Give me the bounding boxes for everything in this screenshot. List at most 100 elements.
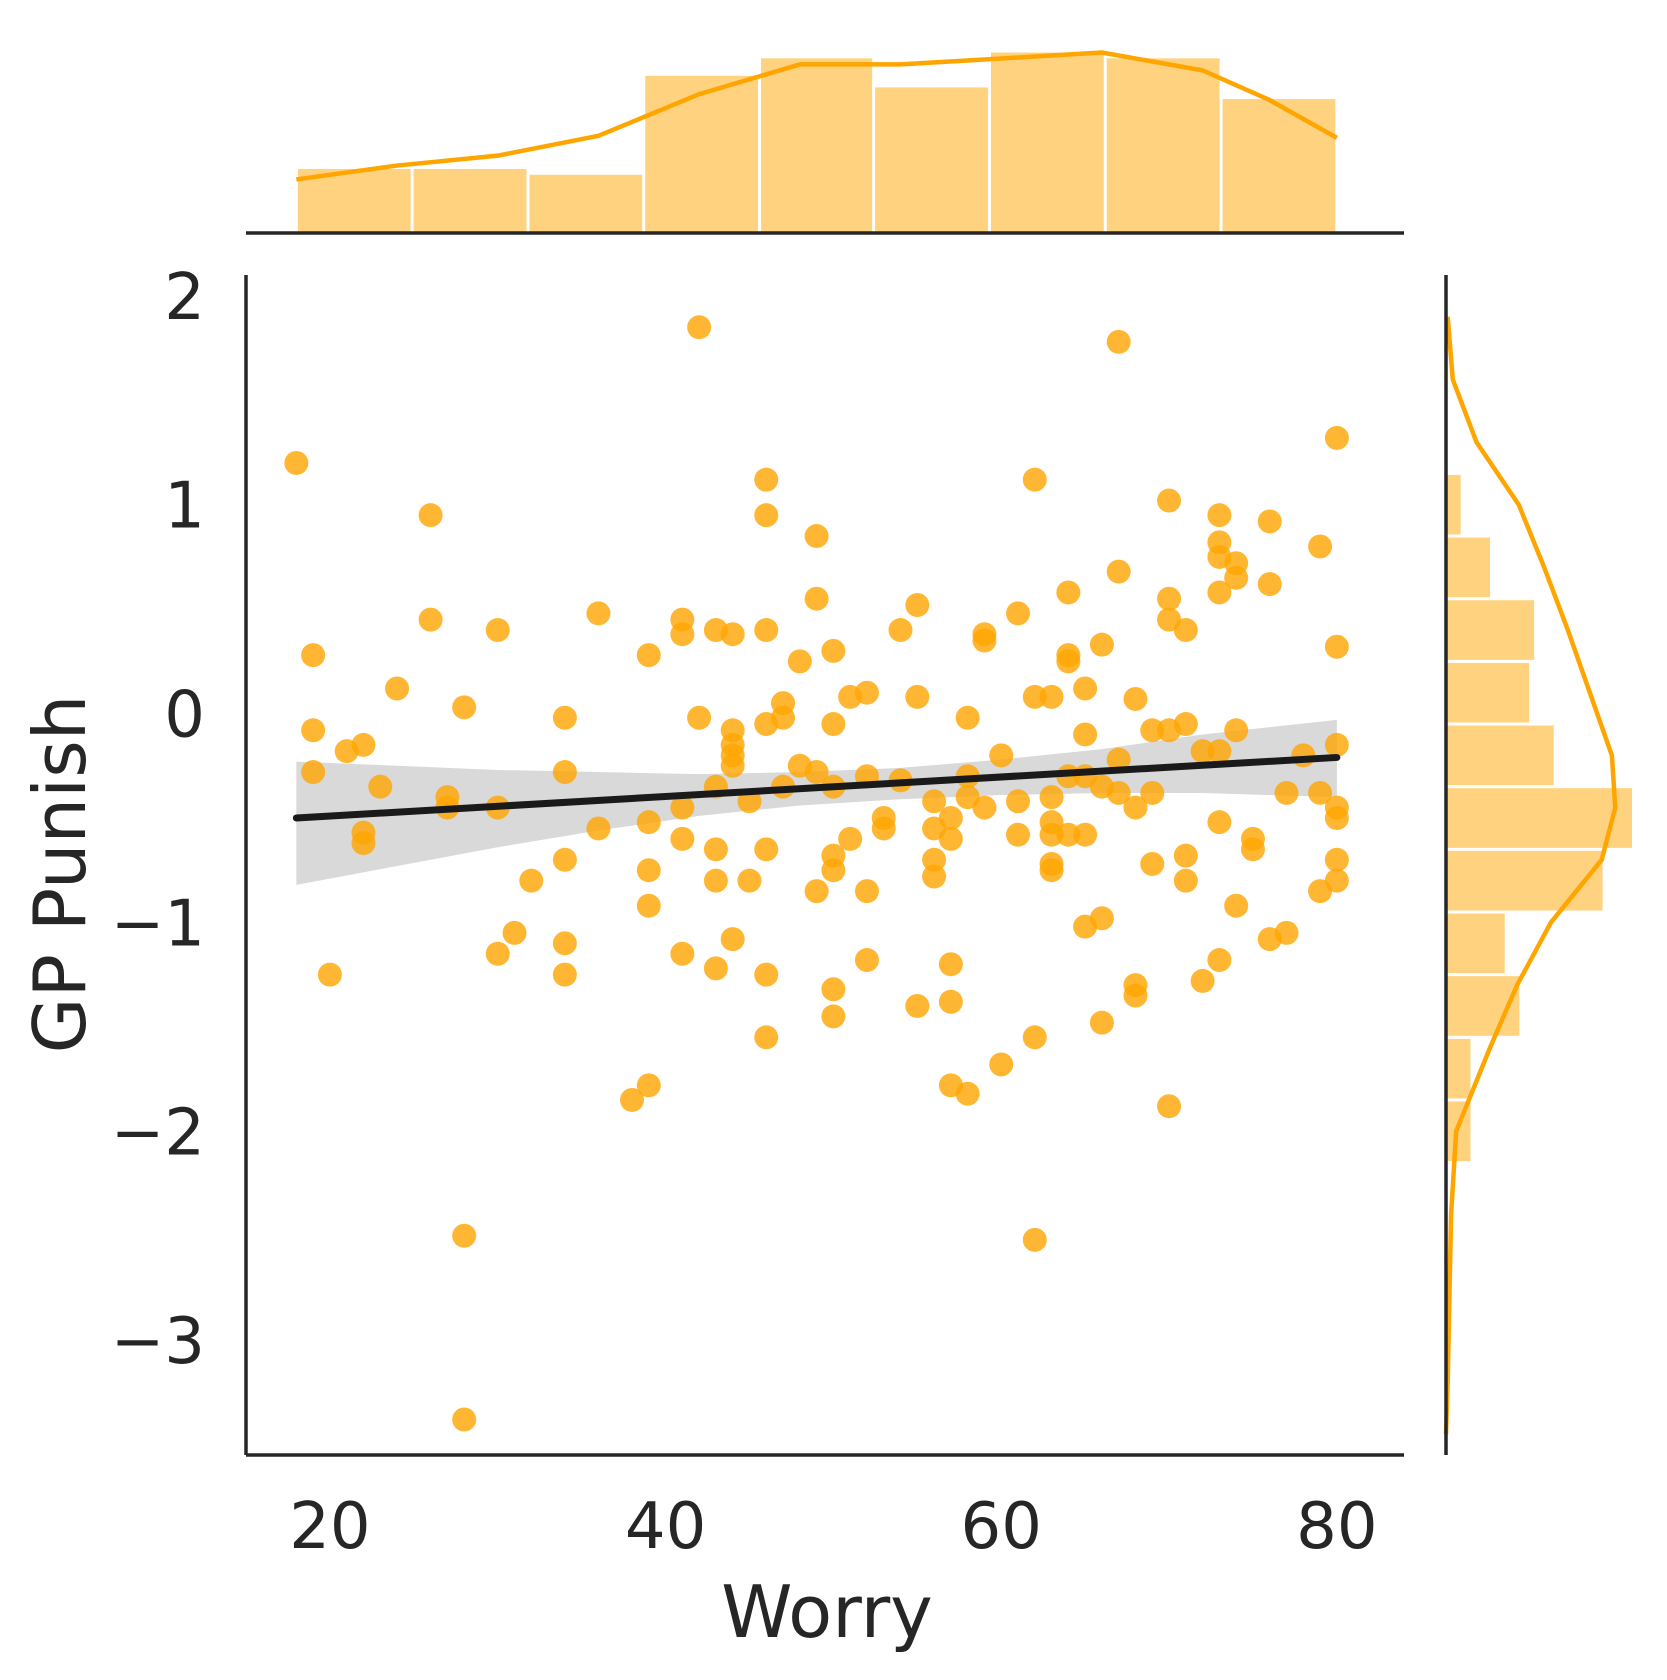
scatter-point bbox=[1157, 488, 1182, 513]
scatter-point bbox=[1207, 810, 1232, 835]
scatter-point bbox=[620, 1087, 644, 1112]
scatter-point bbox=[452, 1223, 477, 1248]
scatter-point bbox=[519, 868, 544, 893]
scatter-point bbox=[972, 795, 997, 820]
top-histogram-bar bbox=[413, 168, 527, 233]
scatter-point bbox=[804, 524, 829, 549]
scatter-point bbox=[552, 962, 577, 987]
scatter-point bbox=[854, 680, 879, 705]
scatter-point bbox=[1274, 780, 1299, 805]
scatter-point bbox=[1089, 1010, 1114, 1035]
scatter-point bbox=[821, 858, 846, 883]
top-histogram-bar bbox=[761, 58, 873, 233]
scatter-point bbox=[955, 1081, 980, 1106]
right-histogram-bar bbox=[1446, 600, 1535, 660]
scatter-point bbox=[754, 1025, 779, 1050]
scatter-point bbox=[787, 649, 812, 674]
scatter-point bbox=[670, 826, 695, 851]
scatter-point bbox=[485, 618, 510, 643]
top-histogram-bar bbox=[297, 168, 411, 233]
scatter-point bbox=[737, 868, 762, 893]
scatter-point bbox=[1207, 739, 1232, 764]
scatter-point bbox=[1022, 684, 1047, 709]
scatter-point bbox=[1039, 785, 1064, 810]
scatter-point bbox=[720, 753, 745, 778]
scatter-point bbox=[804, 760, 829, 785]
scatter-point bbox=[989, 743, 1014, 768]
scatter-point bbox=[1022, 467, 1047, 492]
scatter-point bbox=[552, 760, 577, 785]
scatter-point bbox=[1157, 586, 1182, 611]
top-histogram-bar bbox=[645, 75, 759, 233]
regression-line bbox=[292, 753, 1341, 822]
scatter-point bbox=[670, 622, 695, 647]
scatter-point bbox=[418, 607, 443, 632]
scatter-point bbox=[754, 962, 779, 987]
right-histogram-bar bbox=[1446, 537, 1491, 598]
scatter-point bbox=[502, 920, 527, 945]
scatter-point bbox=[938, 952, 963, 977]
scatter-point bbox=[1173, 618, 1198, 643]
scatter-point bbox=[636, 810, 661, 835]
scatter-point bbox=[636, 643, 661, 668]
scatter-point bbox=[368, 774, 393, 799]
scatter-point bbox=[1106, 559, 1131, 584]
scatter-point bbox=[1274, 920, 1299, 945]
y-tick-label: 0 bbox=[164, 679, 205, 753]
scatter-point bbox=[1324, 634, 1349, 659]
right-histogram-bar bbox=[1446, 788, 1632, 848]
scatter-point bbox=[1257, 509, 1282, 534]
scatter-point bbox=[1073, 722, 1098, 747]
scatter-point bbox=[703, 956, 728, 981]
y-tick-label: −1 bbox=[111, 887, 205, 961]
scatter-point bbox=[1207, 948, 1232, 973]
scatter-point bbox=[1157, 1094, 1182, 1119]
scatter-point bbox=[1006, 822, 1030, 847]
scatter-point bbox=[821, 638, 846, 663]
main-plot-area bbox=[284, 315, 1349, 1432]
top-histogram-bar bbox=[1222, 99, 1336, 233]
y-tick-label: 1 bbox=[164, 470, 205, 544]
scatter-point bbox=[301, 643, 326, 668]
scatter-point bbox=[636, 1073, 661, 1098]
top-histogram-bar bbox=[1106, 58, 1220, 233]
scatter-point bbox=[754, 503, 779, 528]
scatter-point bbox=[1123, 795, 1148, 820]
scatter-point bbox=[888, 618, 913, 643]
right-marginal-histogram bbox=[1443, 275, 1632, 1455]
x-axis-title: Worry bbox=[721, 1570, 933, 1654]
x-tick-label: 80 bbox=[1296, 1490, 1377, 1564]
scatter-point bbox=[418, 503, 443, 528]
scatter-point bbox=[804, 879, 829, 904]
scatter-point bbox=[720, 927, 745, 952]
right-histogram-bar bbox=[1446, 474, 1461, 535]
scatter-point bbox=[989, 1052, 1014, 1077]
scatter-point bbox=[1324, 868, 1349, 893]
y-axis-title: GP Punish bbox=[18, 695, 102, 1054]
scatter-point bbox=[905, 684, 930, 709]
scatter-point bbox=[1056, 822, 1081, 847]
scatter-point bbox=[452, 1407, 477, 1432]
scatter-point bbox=[1324, 806, 1349, 831]
right-histogram-bar bbox=[1446, 850, 1603, 911]
scatter-point bbox=[1207, 503, 1232, 528]
scatter-point bbox=[1006, 789, 1030, 814]
y-tick-label: −2 bbox=[111, 1096, 205, 1170]
scatter-point bbox=[1089, 906, 1114, 931]
scatter-point bbox=[586, 601, 611, 626]
scatter-point bbox=[1106, 780, 1131, 805]
x-tick-label: 40 bbox=[625, 1490, 706, 1564]
scatter-point bbox=[670, 795, 695, 820]
scatter-point bbox=[301, 718, 326, 743]
top-marginal-histogram bbox=[246, 50, 1404, 235]
scatter-point bbox=[1106, 329, 1131, 354]
scatter-point bbox=[1190, 739, 1215, 764]
scatter-point bbox=[1073, 822, 1098, 847]
scatter-point bbox=[301, 760, 326, 785]
axes: 20 40 60 80 −3 −2 −1 0 1 2 bbox=[111, 261, 1404, 1564]
scatter-point bbox=[1173, 843, 1198, 868]
scatter-point bbox=[1308, 780, 1333, 805]
scatter-point bbox=[552, 847, 577, 872]
